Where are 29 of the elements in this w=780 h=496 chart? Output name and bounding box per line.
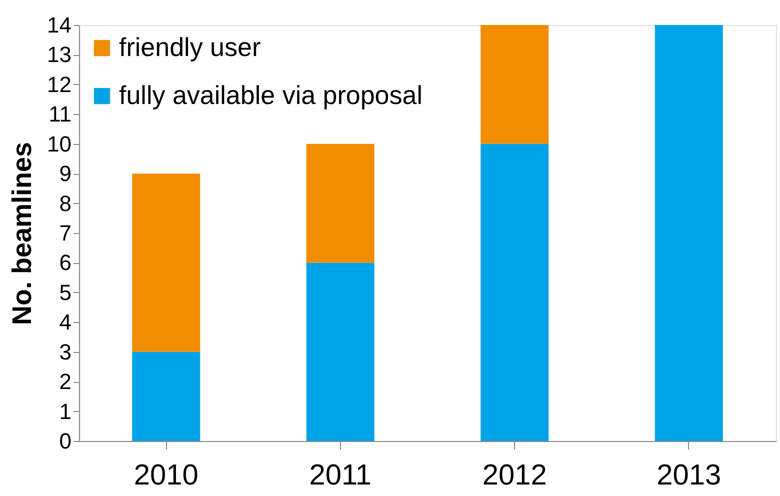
- y-tick-label: 4: [59, 310, 72, 335]
- bar: [480, 25, 549, 144]
- y-tick-label: 6: [59, 250, 72, 276]
- y-tick-label: 14: [47, 12, 72, 38]
- bar: [480, 144, 549, 441]
- bar: [132, 352, 200, 441]
- y-tick-label: 3: [59, 339, 72, 364]
- bar: [306, 262, 374, 441]
- x-tick-label: 2010: [134, 460, 198, 492]
- legend-label: friendly user: [119, 32, 261, 62]
- y-tick-label: 12: [47, 72, 72, 97]
- bar: [132, 174, 200, 352]
- y-tick-label: 5: [59, 280, 72, 305]
- y-tick-label: 1: [59, 398, 72, 424]
- y-tick-label: 2: [59, 369, 72, 394]
- y-tick-label: 9: [59, 161, 72, 186]
- x-tick-label: 2012: [482, 460, 547, 492]
- x-tick-label: 2011: [309, 460, 372, 492]
- y-tick-label: 0: [59, 428, 72, 454]
- x-tick-label: 2013: [656, 460, 722, 492]
- y-axis-title: No. beamlines: [7, 142, 38, 326]
- y-tick-label: 7: [59, 220, 72, 246]
- legend-label: fully available via proposal: [119, 80, 423, 110]
- y-tick-label: 10: [47, 131, 72, 156]
- y-tick-label: 13: [47, 42, 72, 68]
- y-tick-label: 11: [48, 102, 72, 127]
- bar: [654, 25, 723, 441]
- bar: [306, 144, 374, 263]
- y-tick-label: 8: [59, 190, 72, 216]
